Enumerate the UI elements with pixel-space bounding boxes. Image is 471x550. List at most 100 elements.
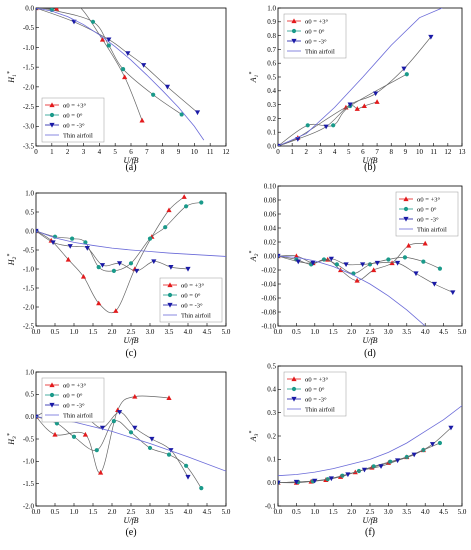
data-point	[179, 112, 184, 117]
y-tick-label: -0.10	[261, 322, 276, 330]
x-tick-label: 3.5	[165, 508, 174, 516]
data-point	[90, 19, 96, 24]
panel-d: 0.0 0.5 1.0 1.5 2.0 2.5 3.0 3.5 4.0 4.5 5.0 0.10 0.0…	[249, 182, 467, 359]
x-tick-label: 1.5	[89, 508, 98, 516]
x-tick-label: 11	[430, 148, 437, 156]
x-tick-label: 5.0	[458, 328, 467, 336]
series-line	[36, 202, 202, 272]
y-tick-label: -2.5	[23, 322, 35, 330]
x-tick-label: 13	[459, 148, 467, 156]
x-tick-label: 4.5	[439, 508, 448, 516]
x-tick-label: 4.0	[421, 508, 430, 516]
series-line	[278, 255, 453, 293]
series-line	[278, 405, 462, 477]
x-tick-label: 7	[145, 148, 149, 156]
x-tick-label: 1.5	[89, 328, 98, 336]
legend-swatch-marker	[167, 302, 173, 308]
series-line	[278, 449, 424, 484]
legend-entry: α0 = +3°	[305, 18, 328, 25]
y-tick-label: 0.7	[267, 46, 276, 54]
x-axis-label: U/fB	[362, 516, 377, 525]
y-tick-label: 0.0	[25, 227, 34, 235]
x-tick-label: 0.0	[274, 508, 283, 516]
data-point	[185, 266, 191, 272]
data-point	[312, 478, 318, 484]
x-tick-label: 1.5	[329, 328, 338, 336]
legend-swatch-marker	[167, 282, 173, 288]
y-axis-label: A3*	[249, 431, 260, 443]
y-tick-label: 0.5	[267, 362, 276, 370]
data-point	[139, 117, 145, 123]
data-point	[120, 67, 126, 72]
y-tick-label: -1.0	[23, 265, 35, 273]
x-tick-label: 5.0	[222, 328, 231, 336]
y-tick-label: 1.0	[25, 368, 34, 376]
x-tick-label: 1	[290, 148, 294, 156]
legend-swatch-marker	[291, 18, 297, 24]
x-axis-label: U/fB	[123, 516, 138, 525]
data-point	[199, 486, 204, 491]
x-tick-label: 4.5	[203, 508, 212, 516]
data-point	[36, 228, 39, 234]
legend-entry: Thin airfoil	[305, 406, 335, 413]
x-tick-label: 8	[389, 148, 393, 156]
y-tick-label: -0.02	[261, 266, 276, 274]
data-point	[401, 66, 407, 72]
x-tick-label: 0.5	[292, 508, 301, 516]
data-point	[373, 91, 379, 97]
y-tick-label: 0.5	[25, 391, 34, 399]
x-tick-label: 3.0	[384, 328, 393, 336]
y-axis-label: A1*	[249, 72, 260, 84]
legend-swatch-marker	[291, 38, 297, 44]
legend-swatch-marker	[49, 112, 55, 118]
y-tick-label: 0.2	[267, 432, 276, 440]
legend-entry: α0 = 0°	[181, 292, 201, 299]
data-point	[184, 463, 189, 468]
data-point	[84, 246, 90, 251]
panel-a: 0 1 2 3 4 5 6 7 8 9 10 11 120.0-0.5-1.0-1.5-2.0-2.5-…	[7, 4, 230, 173]
legend-swatch-marker	[49, 122, 55, 128]
panel-label: (b)	[364, 162, 376, 173]
legend: α0 = +3° α0 = 0° α0 = -3° Thin airfoil	[283, 371, 347, 417]
data-point	[111, 419, 116, 424]
data-point	[371, 267, 377, 273]
y-axis-label: A2*	[249, 251, 260, 263]
data-point	[65, 256, 71, 262]
y-tick-label: 0.2	[267, 115, 276, 123]
y-tick-label: 0.10	[264, 182, 277, 190]
data-point	[147, 236, 153, 241]
legend-entry: α0 = -3°	[305, 396, 327, 403]
data-point	[305, 123, 310, 128]
x-tick-label: 1.0	[310, 508, 319, 516]
y-tick-label: -2.5	[23, 103, 35, 111]
data-point	[361, 467, 368, 473]
data-point	[125, 51, 131, 56]
x-tick-label: 2.0	[347, 328, 356, 336]
y-tick-label: 0.1	[267, 456, 276, 464]
panel-label: (c)	[125, 348, 136, 359]
x-tick-label: 10	[416, 148, 424, 156]
y-tick-label: -0.04	[261, 280, 276, 288]
data-point	[80, 274, 87, 279]
series-layer	[36, 194, 226, 314]
y-tick-label: 0.0	[25, 4, 34, 12]
data-point	[166, 395, 172, 400]
legend-entry: Thin airfoil	[181, 312, 211, 319]
data-point	[421, 259, 426, 264]
x-tick-label: 2.0	[108, 328, 117, 336]
x-axis-label: U/fB	[123, 336, 138, 345]
data-point	[378, 464, 384, 469]
y-tick-label: -0.08	[261, 308, 276, 316]
data-point	[113, 308, 119, 313]
y-tick-label: -3.0	[23, 123, 35, 131]
x-tick-label: 5.0	[458, 508, 467, 516]
y-tick-label: 0.0	[25, 413, 34, 421]
series-line	[278, 255, 426, 326]
legend: α0 = +3° α0 = 0° α0 = -3° Thin airfoil	[41, 377, 105, 423]
data-point	[374, 99, 380, 104]
y-tick-label: 0.6	[267, 60, 276, 68]
legend-entry: Thin airfoil	[305, 48, 335, 55]
x-tick-label: 1.0	[70, 508, 79, 516]
x-tick-label: 2.0	[347, 508, 356, 516]
data-point	[122, 74, 128, 80]
